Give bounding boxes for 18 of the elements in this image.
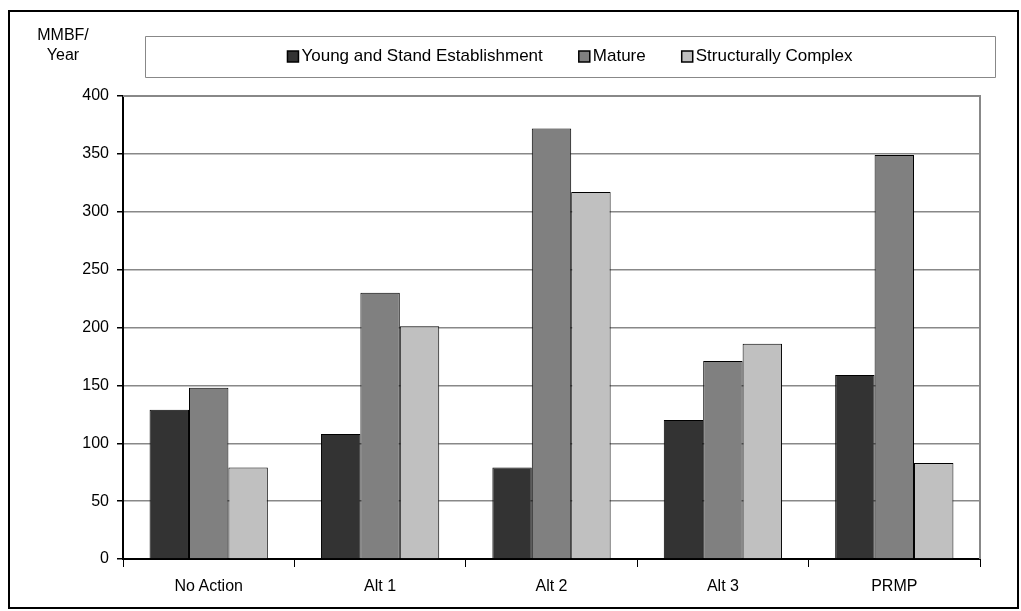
y-tick-label: 50 [91,491,110,509]
y-tick-label: 0 [100,549,110,567]
y-tick-label: 250 [82,260,110,278]
y-tick-label: 300 [82,202,110,220]
y-tick-label: 350 [82,144,110,162]
x-tick-label: No Action [174,577,243,595]
x-tick-label: PRMP [871,577,918,595]
x-tick-label: Alt 1 [364,577,397,595]
legend-label: Structurally Complex [695,46,854,66]
legend-label: Young and Stand Establishment [301,46,544,66]
y-axis-title: MMBF/ Year [37,26,90,64]
y-tick-label: 400 [82,86,110,104]
y-tick-label: 200 [82,317,110,335]
y-tick-label: 100 [82,433,110,451]
x-tick-label: Alt 2 [535,577,568,595]
legend-label: Mature [592,46,646,66]
y-tick-label: 150 [82,375,110,393]
x-tick-label: Alt 3 [706,577,740,595]
